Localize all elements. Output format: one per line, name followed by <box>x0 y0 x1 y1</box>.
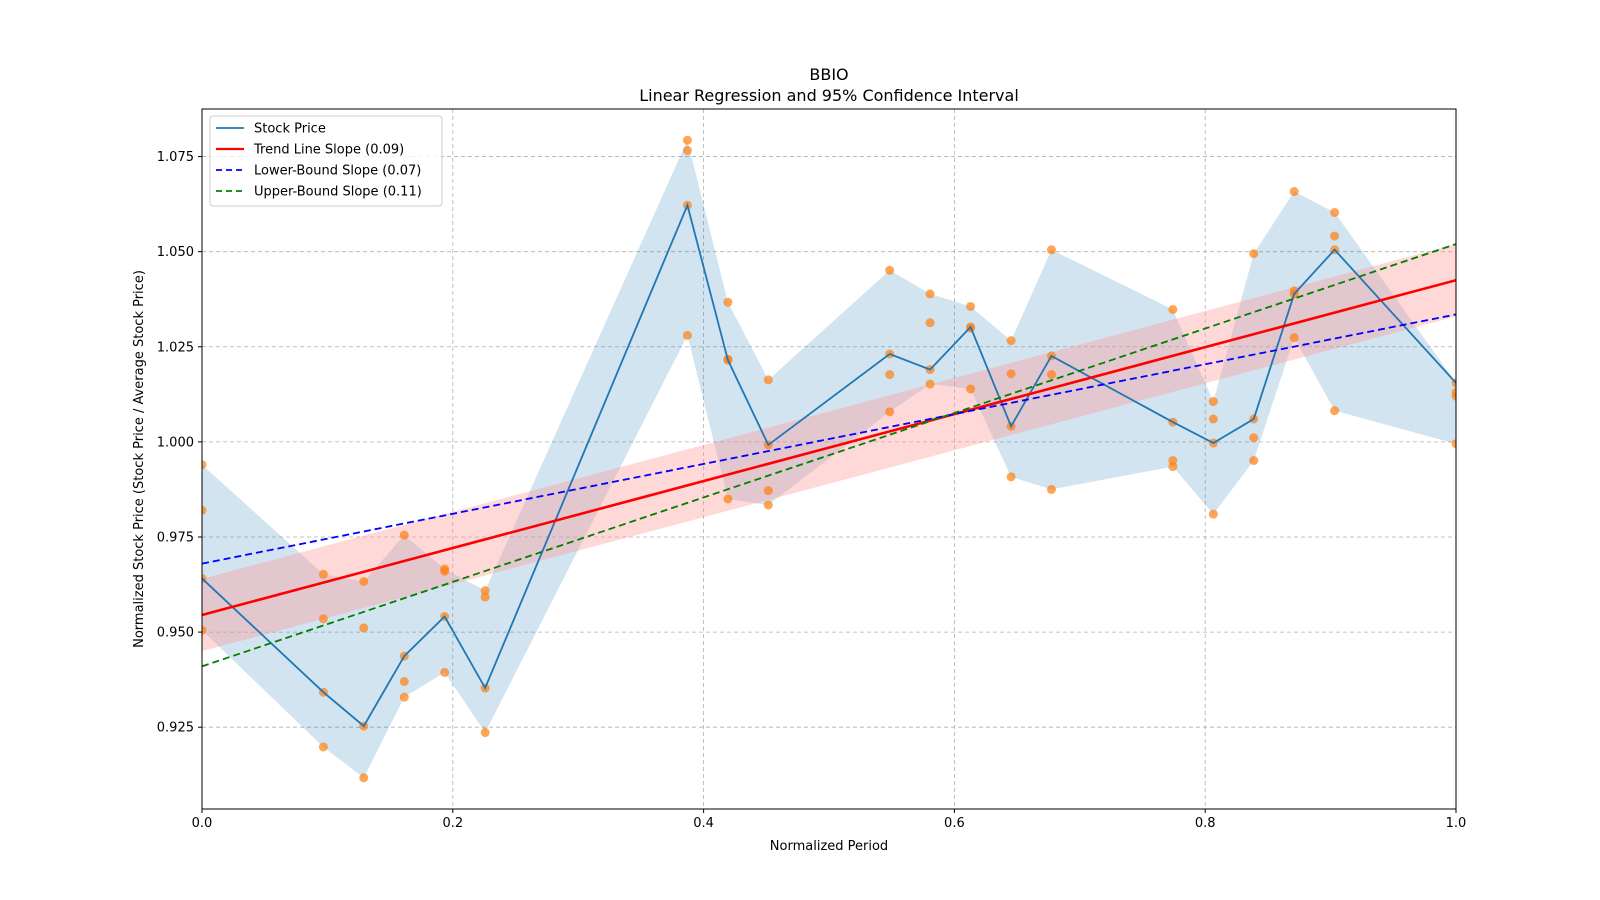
legend-box <box>209 115 443 207</box>
price-point <box>966 384 976 394</box>
trend-line <box>202 278 1456 617</box>
y-axis-label: Normalized Stock Price (Stock Price / Av… <box>132 270 147 648</box>
price-point <box>1451 439 1456 449</box>
y-axis: 0.925 0.950 0.975 1.000 1.025 1.050 1.075 <box>157 150 202 736</box>
price-point <box>1006 336 1016 346</box>
plot-frame <box>201 108 1457 810</box>
price-point <box>359 577 369 586</box>
lower-bound-line <box>202 313 1456 565</box>
price-point <box>763 375 773 385</box>
chart-title: BBIO <box>809 65 848 84</box>
price-point <box>440 566 450 576</box>
price-point <box>682 330 692 340</box>
price-point <box>1249 433 1259 443</box>
price-point <box>885 265 895 275</box>
price-point <box>399 692 409 702</box>
price-point <box>202 460 207 470</box>
price-point <box>318 742 328 752</box>
price-point <box>399 677 409 687</box>
price-point <box>682 145 692 155</box>
y-tick-label: 1.000 <box>157 435 194 450</box>
price-point <box>925 318 935 328</box>
x-axis: 0.0 0.2 0.4 0.6 0.8 1.0 <box>192 809 1467 831</box>
y-tick-label: 1.050 <box>157 245 194 260</box>
y-tick-label: 1.025 <box>157 340 194 355</box>
x-tick-label: 0.4 <box>693 816 714 831</box>
price-range-band <box>202 140 1456 778</box>
legend-label: Trend Line Slope (0.09) <box>253 143 404 158</box>
price-point <box>1249 456 1259 466</box>
price-point <box>966 301 976 311</box>
y-tick-label: 0.925 <box>157 721 194 736</box>
price-point <box>1330 406 1340 416</box>
chart-subtitle: Linear Regression and 95% Confidence Int… <box>639 86 1019 105</box>
price-point <box>885 407 895 417</box>
price-point <box>1168 304 1178 314</box>
legend: Stock Price Trend Line Slope (0.09) Lower-… <box>209 115 443 207</box>
price-point <box>480 592 490 602</box>
price-point <box>1006 369 1016 379</box>
legend-label: Lower-Bound Slope (0.07) <box>254 164 421 179</box>
price-point <box>1330 231 1340 241</box>
price-point <box>925 379 935 389</box>
price-point <box>763 486 773 496</box>
price-point <box>925 289 935 299</box>
plot-area <box>202 135 1456 783</box>
x-tick-label: 0.2 <box>442 816 463 831</box>
x-tick-label: 1.0 <box>1446 816 1467 831</box>
price-point <box>1046 370 1056 380</box>
price-point <box>682 135 692 145</box>
x-tick-label: 0.6 <box>944 816 965 831</box>
price-point <box>318 614 328 624</box>
price-point <box>480 586 490 596</box>
price-point <box>885 370 895 380</box>
price-point <box>1330 207 1340 217</box>
price-point <box>359 773 369 783</box>
price-point <box>202 625 207 635</box>
price-point <box>763 500 773 510</box>
x-tick-label: 0.8 <box>1195 816 1216 831</box>
price-point <box>1451 391 1456 401</box>
stock-price-line <box>202 202 1456 728</box>
price-point <box>723 494 733 504</box>
price-point <box>399 530 409 540</box>
price-point <box>1168 462 1178 472</box>
price-point <box>1289 187 1299 197</box>
y-tick-label: 0.975 <box>157 530 194 545</box>
price-point <box>1249 249 1259 259</box>
y-tick-label: 0.950 <box>157 626 194 641</box>
x-axis-label: Normalized Period <box>770 839 888 854</box>
price-point <box>1006 472 1016 482</box>
upper-bound-line <box>202 243 1456 668</box>
price-point <box>202 505 207 515</box>
price-point <box>723 297 733 307</box>
price-point <box>440 667 450 677</box>
price-point <box>1208 414 1218 424</box>
price-point <box>1208 397 1218 407</box>
price-point <box>1046 484 1056 494</box>
grid-lines <box>201 109 1457 809</box>
x-tick-label: 0.0 <box>192 816 213 831</box>
y-tick-label: 1.075 <box>157 150 194 165</box>
price-point <box>318 569 328 579</box>
price-point <box>359 623 369 633</box>
legend-label: Upper-Bound Slope (0.11) <box>254 185 422 200</box>
price-point <box>1289 333 1299 343</box>
legend-label: Stock Price <box>254 122 326 137</box>
price-point <box>1046 245 1056 255</box>
price-point <box>480 728 490 738</box>
price-point <box>1208 509 1218 519</box>
